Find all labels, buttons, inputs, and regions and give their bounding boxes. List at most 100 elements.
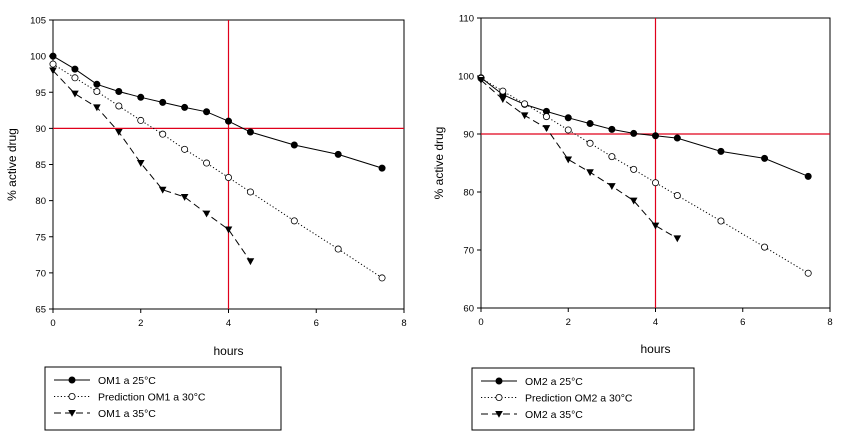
legend-swatch-marker: [495, 393, 503, 401]
data-point: [137, 116, 145, 124]
x-axis-title: hours: [640, 342, 670, 356]
y-tick-label: 65: [35, 305, 46, 316]
data-point: [49, 60, 57, 68]
legend-swatch-marker: [495, 377, 503, 385]
y-tick-label: 110: [459, 14, 474, 25]
data-point: [520, 112, 529, 120]
series-line: [52, 63, 383, 279]
data-point: [334, 150, 342, 158]
legend-label: OM2 a 25°C: [525, 376, 583, 388]
data-point: [290, 141, 298, 149]
data-point: [159, 98, 167, 106]
x-tick-label: 4: [653, 317, 658, 328]
data-point: [71, 90, 79, 98]
series-3: [477, 77, 682, 243]
series-line: [480, 77, 809, 177]
series-line: [52, 70, 251, 262]
data-point: [159, 130, 167, 138]
series-1: [477, 74, 812, 180]
data-point: [717, 147, 725, 155]
y-axis-title: % active drug: [5, 128, 19, 201]
x-tick-label: 4: [226, 318, 231, 329]
data-point: [651, 222, 660, 230]
data-point: [586, 120, 594, 128]
data-point: [717, 217, 725, 225]
data-point: [136, 160, 145, 167]
data-point: [761, 243, 769, 251]
y-tick-label: 105: [30, 16, 46, 27]
y-tick-label: 75: [35, 232, 46, 243]
legend: OM2 a 25°C Prediction OM2 a 30°C OM2 a 35°…: [471, 367, 695, 431]
series-3: [49, 67, 255, 266]
data-point: [246, 188, 254, 196]
data-point: [652, 132, 660, 140]
data-point: [93, 80, 101, 88]
x-tick-label: 2: [566, 317, 571, 328]
data-point: [203, 159, 211, 167]
data-point: [477, 77, 485, 84]
legend-swatch-marker: [68, 409, 76, 417]
legend-swatch-marker: [68, 392, 76, 400]
legend-label: Prediction OM2 a 30°C: [525, 392, 633, 404]
data-point: [224, 226, 233, 234]
y-tick-label: 80: [463, 188, 474, 199]
data-point: [137, 93, 145, 101]
legend-box: [44, 366, 282, 431]
data-point: [290, 217, 298, 225]
y-tick-label: 60: [463, 304, 474, 315]
data-point: [761, 154, 769, 162]
data-point: [630, 129, 638, 137]
y-tick-label: 70: [463, 246, 474, 257]
x-tick-label: 8: [827, 317, 832, 328]
data-point: [564, 114, 572, 122]
x-tick-label: 0: [50, 318, 55, 329]
data-point: [180, 193, 189, 201]
data-point: [202, 210, 211, 218]
data-point: [203, 108, 211, 116]
series-line: [52, 55, 383, 169]
data-point: [564, 126, 572, 134]
data-point: [673, 191, 681, 199]
data-point: [499, 96, 507, 103]
data-point: [804, 172, 812, 180]
data-point: [93, 88, 101, 96]
x-tick-label: 6: [740, 317, 745, 328]
y-tick-label: 80: [35, 196, 46, 207]
series-line: [480, 77, 809, 274]
x-tick-label: 2: [138, 318, 143, 329]
y-tick-label: 90: [463, 130, 474, 141]
y-tick-label: 100: [458, 72, 474, 83]
chart-1: 65 70 75 80 85 90 95 100 105 0 2 4 6 8 hours % active d…: [5, 16, 407, 431]
legend-swatch-marker: [68, 376, 76, 384]
legend: OM1 a 25°C Prediction OM1 a 30°C OM1 a 35°…: [44, 366, 282, 431]
data-point: [521, 100, 529, 108]
y-tick-label: 90: [35, 124, 46, 135]
data-point: [49, 67, 57, 75]
data-point: [652, 179, 660, 187]
x-tick-label: 0: [478, 317, 483, 328]
legend-swatch-marker: [495, 410, 503, 418]
legend-label: Prediction OM1 a 30°C: [98, 391, 206, 403]
data-point: [542, 113, 550, 121]
data-point: [564, 156, 573, 164]
series-2: [477, 74, 812, 277]
y-tick-label: 70: [35, 268, 46, 279]
data-point: [586, 169, 594, 177]
data-point: [586, 139, 594, 147]
y-tick-label: 95: [35, 88, 46, 99]
legend-box: [471, 367, 695, 431]
data-point: [542, 125, 551, 132]
data-point: [629, 197, 638, 205]
y-tick-label: 100: [30, 52, 46, 63]
x-tick-label: 6: [314, 318, 319, 329]
data-point: [181, 145, 189, 153]
legend-label: OM2 a 35°C: [525, 409, 583, 421]
chart-2: 60 70 80 90 100 110 0 2 4 6 8 hours % active drug OM2…: [432, 14, 833, 431]
series-2: [49, 60, 386, 282]
legend-label: OM1 a 25°C: [98, 375, 156, 387]
data-point: [224, 117, 232, 125]
data-point: [224, 174, 232, 182]
y-tick-label: 85: [35, 160, 46, 171]
data-point: [71, 74, 79, 82]
